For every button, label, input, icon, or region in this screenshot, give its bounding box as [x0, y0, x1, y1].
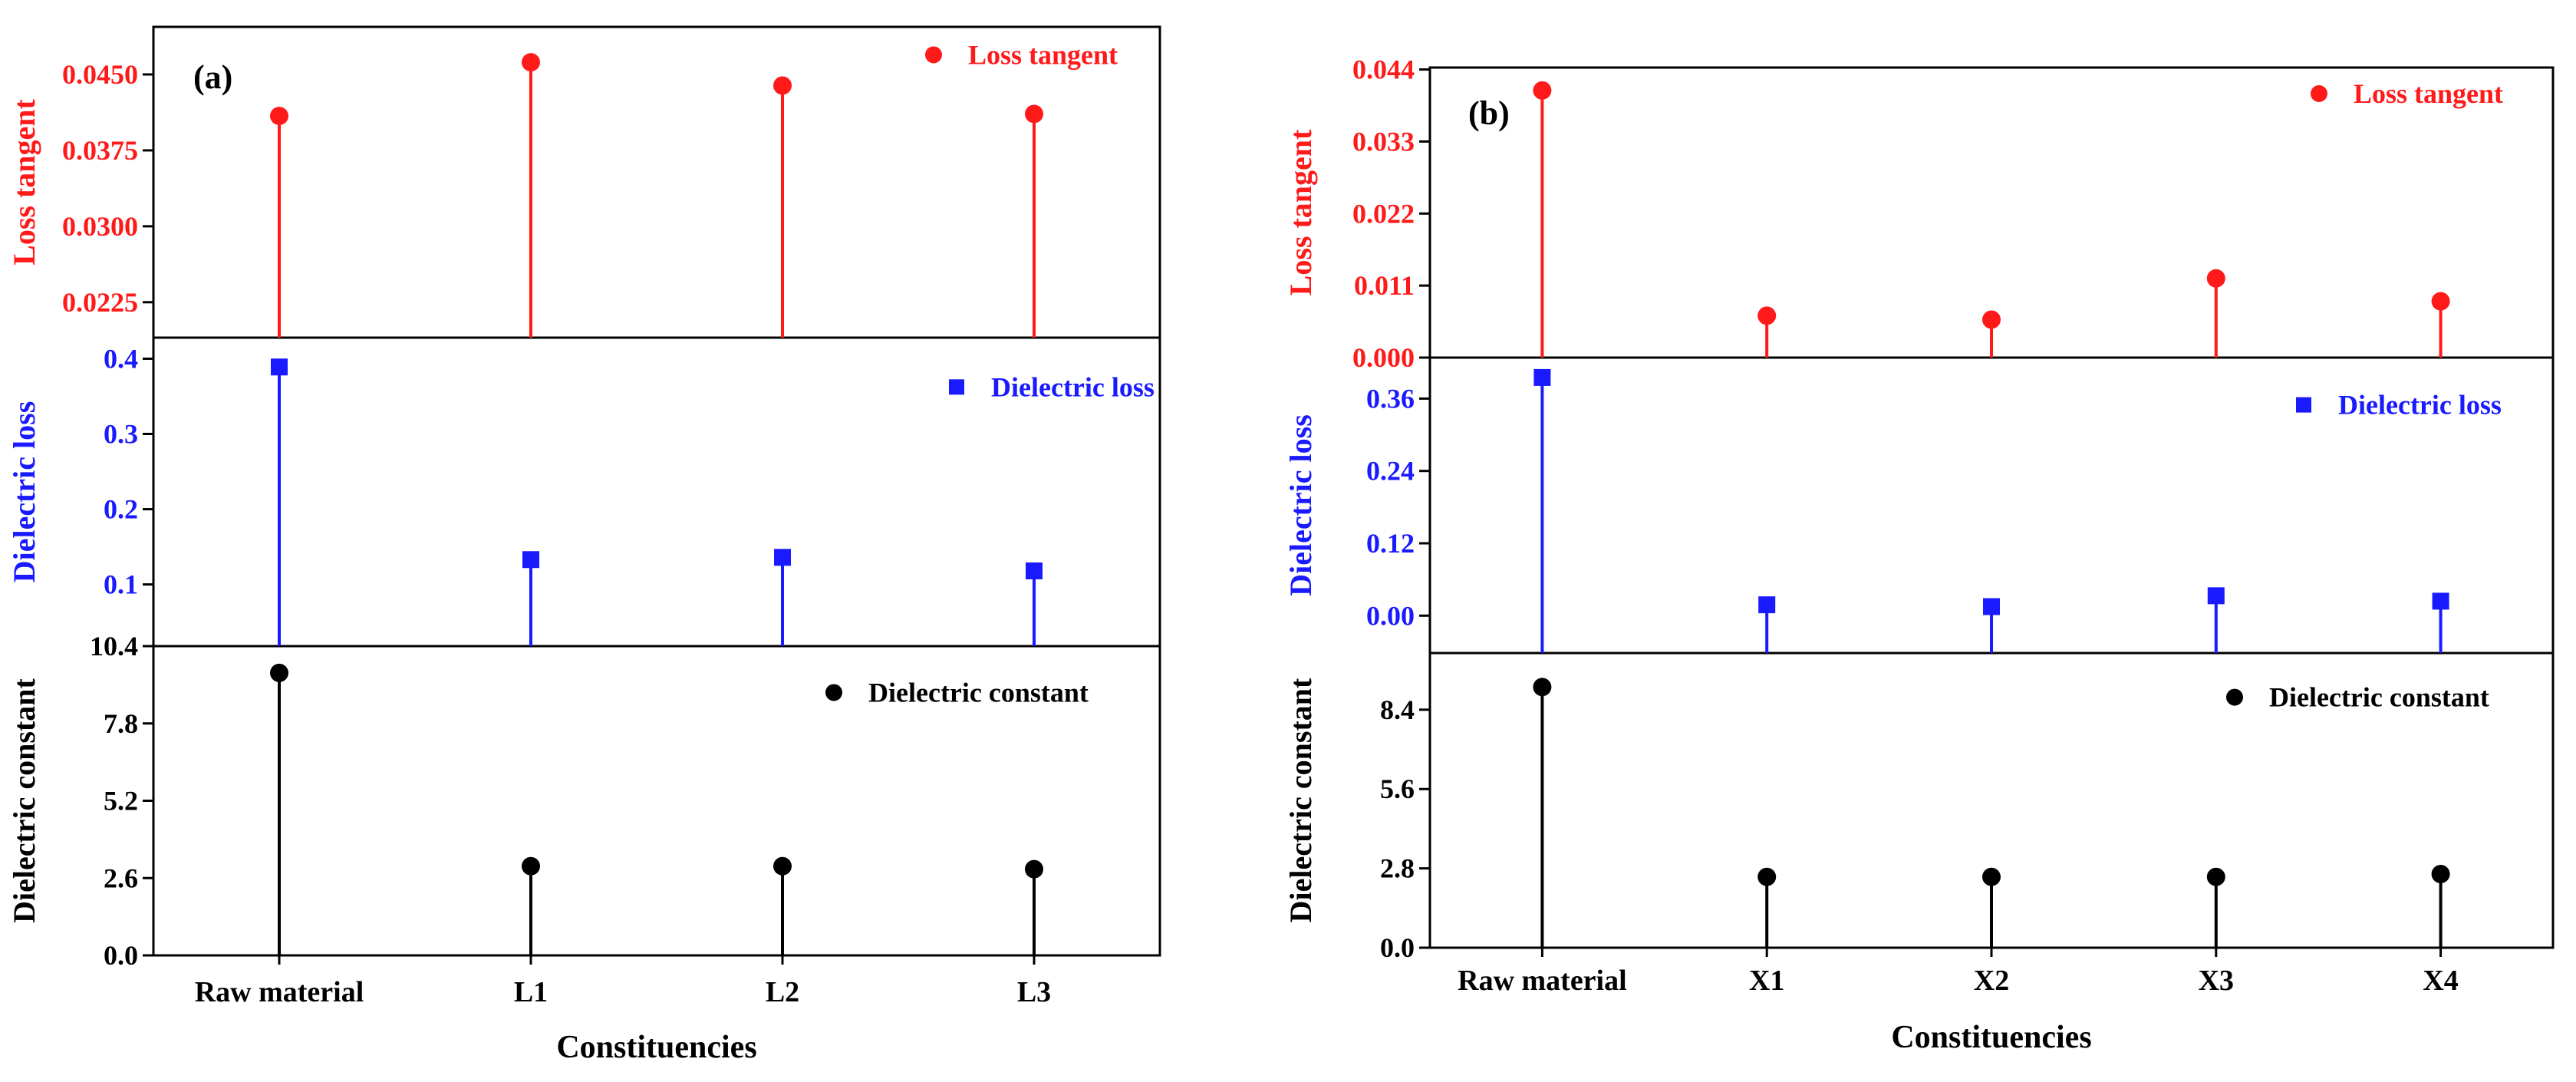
y-tick-label: 8.4 [1380, 694, 1415, 725]
x-axis-title: Constituencies [1891, 1020, 2091, 1055]
data-point-circle [1025, 104, 1043, 124]
y-tick-label: 5.6 [1380, 774, 1415, 804]
y-tick-label: 5.2 [104, 786, 138, 816]
y-axis-title: Dielectric loss [7, 401, 41, 583]
y-tick-label: 0.011 [1354, 270, 1415, 301]
x-tick-label: X3 [2199, 965, 2234, 997]
data-point-circle [1533, 678, 1552, 697]
y-tick-label: 0.0 [1380, 932, 1415, 963]
y-tick-label: 0.0375 [62, 135, 138, 166]
y-tick-label: 0.2 [104, 494, 138, 525]
data-point-circle [270, 663, 288, 682]
data-point-square [774, 549, 791, 566]
data-point-circle [2206, 867, 2225, 886]
legend-marker [949, 379, 964, 395]
subplot-dielectric-loss: 0.1 0.2 0.3 0.4 Dielectric loss Dielectric lo… [7, 343, 1155, 646]
chart-panel-a: 0.0225 0.0300 0.0375 0.0450 Loss tangent Loss… [7, 25, 1161, 1065]
x-tick-label: X4 [2423, 965, 2458, 997]
subplot-loss-tangent: 0.0225 0.0300 0.0375 0.0450 Loss tangent Loss… [7, 39, 1118, 338]
x-tick-label: L1 [514, 976, 548, 1008]
data-point-circle [1757, 306, 1777, 325]
y-tick-label: 0.0450 [62, 59, 138, 90]
data-point-circle [2431, 292, 2450, 311]
y-tick-label: 0.4 [104, 343, 138, 374]
legend-label: Loss tangent [2354, 78, 2503, 109]
data-point-square [271, 358, 288, 376]
data-point-circle [522, 53, 540, 72]
plot-frame [152, 25, 1161, 957]
x-axis-title: Constituencies [556, 1030, 756, 1065]
legend-marker [2311, 85, 2327, 103]
panel-label: (b) [1468, 94, 1510, 132]
data-point-circle [2206, 269, 2225, 288]
chart-panel-b: 0.000 0.011 0.022 0.033 0.044 Loss tangent Los… [1283, 54, 2555, 1055]
x-tick-label: L3 [1017, 976, 1051, 1008]
y-tick-label: 0.0300 [62, 211, 138, 242]
y-tick-label: 10.4 [90, 631, 138, 661]
x-tick-label: Raw material [1458, 965, 1627, 997]
y-tick-label: 0.1 [104, 569, 138, 600]
y-tick-label: 2.8 [1380, 853, 1415, 884]
y-tick-label: 0.000 [1352, 342, 1415, 373]
data-point-circle [1982, 310, 2001, 329]
y-tick-label: 0.033 [1352, 126, 1415, 157]
subplot-dielectric-loss: 0.00 0.12 0.24 0.36 Dielectric loss Dielectri… [1283, 368, 2502, 653]
x-tick-label: L2 [766, 976, 799, 1008]
y-tick-label: 0.0225 [62, 287, 138, 318]
y-axis-title: Loss tangent [7, 98, 41, 265]
legend-label: Loss tangent [968, 39, 1118, 70]
data-point-square [522, 551, 539, 569]
data-point-square [1533, 368, 1551, 386]
data-point-circle [773, 856, 792, 876]
data-point-circle [1533, 81, 1552, 100]
legend-label: Dielectric loss [991, 371, 1155, 402]
data-point-square [1758, 596, 1776, 614]
y-axis-title: Dielectric loss [1283, 414, 1318, 596]
legend-label: Dielectric constant [868, 677, 1089, 708]
legend-marker [825, 684, 842, 701]
y-axis-title: Loss tangent [1283, 129, 1318, 295]
legend-marker [925, 46, 942, 64]
data-point-square [2432, 592, 2449, 610]
data-point-circle [1025, 859, 1043, 879]
data-point-circle [773, 76, 792, 95]
x-tick-label: X1 [1749, 965, 1784, 997]
data-point-circle [270, 107, 288, 126]
subplot-dielectric-constant: 0.0 2.8 5.6 8.4 Dielectric constant Dielectri… [1283, 678, 2489, 963]
x-tick-label: X2 [1974, 965, 2009, 997]
y-tick-label: 7.8 [104, 708, 138, 739]
data-point-circle [1982, 867, 2001, 886]
y-tick-label: 0.3 [104, 419, 138, 450]
data-point-square [1026, 562, 1043, 579]
subplot-dielectric-constant: 0.0 2.6 5.2 7.8 10.4 Dielectric constant Diele… [7, 631, 1089, 971]
y-tick-label: 0.00 [1366, 600, 1415, 631]
y-axis-title: Dielectric constant [7, 678, 41, 922]
legend-label: Dielectric constant [2269, 682, 2489, 713]
y-tick-label: 0.044 [1352, 54, 1415, 85]
data-point-square [2207, 587, 2225, 605]
legend-marker [2226, 688, 2243, 706]
plot-frame [1428, 66, 2555, 949]
y-tick-label: 0.24 [1366, 456, 1415, 487]
subplot-loss-tangent: 0.000 0.011 0.022 0.033 0.044 Loss tangent Los… [1283, 54, 2503, 373]
data-point-circle [1757, 867, 1777, 886]
legend-label: Dielectric loss [2338, 390, 2502, 421]
x-tick-label: Raw material [195, 976, 364, 1008]
data-point-circle [522, 856, 540, 876]
data-point-circle [2431, 865, 2450, 883]
y-tick-label: 0.0 [104, 940, 138, 971]
legend-marker [2296, 397, 2311, 413]
y-axis-title: Dielectric constant [1283, 678, 1318, 922]
y-tick-label: 2.6 [104, 863, 138, 893]
data-point-square [1983, 598, 2000, 615]
panel-label: (a) [193, 58, 232, 96]
y-tick-label: 0.36 [1366, 383, 1415, 414]
y-tick-label: 0.022 [1352, 198, 1415, 229]
y-tick-label: 0.12 [1366, 528, 1415, 559]
